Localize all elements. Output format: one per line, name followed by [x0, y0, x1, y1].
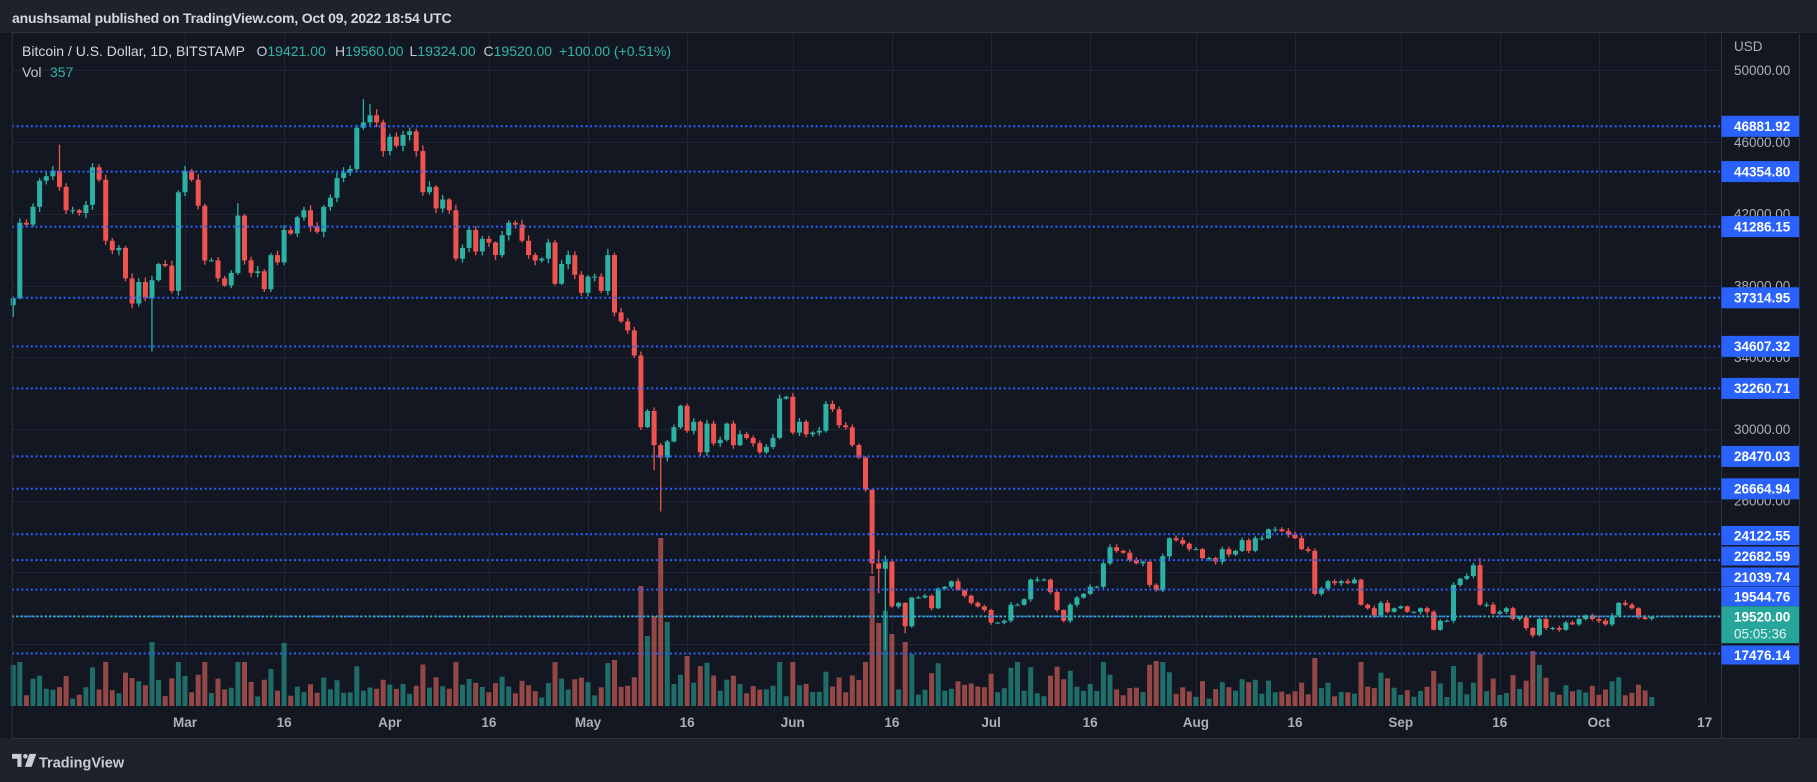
svg-text:26664.94: 26664.94 [1734, 482, 1791, 497]
svg-text:19544.76: 19544.76 [1734, 589, 1791, 604]
svg-text:Mar: Mar [173, 715, 198, 730]
svg-text:H19560.00: H19560.00 [335, 43, 404, 59]
svg-text:19520.00: 19520.00 [1734, 610, 1790, 625]
svg-text:22682.59: 22682.59 [1734, 549, 1790, 564]
svg-text:41286.15: 41286.15 [1734, 219, 1791, 234]
svg-text:28470.03: 28470.03 [1734, 449, 1791, 464]
svg-text:L19324.00: L19324.00 [410, 43, 476, 59]
svg-text:46881.92: 46881.92 [1734, 119, 1790, 134]
svg-text:Sep: Sep [1388, 715, 1413, 730]
svg-text:46000.00: 46000.00 [1734, 135, 1790, 150]
svg-text:16: 16 [1492, 715, 1508, 730]
svg-text:21039.74: 21039.74 [1734, 570, 1791, 585]
svg-text:17476.14: 17476.14 [1734, 648, 1791, 663]
svg-text:17: 17 [1697, 715, 1712, 730]
svg-text:37314.95: 37314.95 [1734, 291, 1791, 306]
svg-text:O19421.00: O19421.00 [257, 43, 326, 59]
svg-text:16: 16 [680, 715, 696, 730]
svg-text:Jun: Jun [781, 715, 805, 730]
svg-text:Apr: Apr [378, 715, 402, 730]
svg-text:Bitcoin / U.S. Dollar, 1D, BIT: Bitcoin / U.S. Dollar, 1D, BITSTAMP [22, 43, 245, 59]
svg-text:50000.00: 50000.00 [1734, 63, 1790, 78]
svg-text:TradingView: TradingView [39, 756, 125, 772]
svg-text:Vol: Vol [22, 64, 41, 80]
svg-text:+100.00 (+0.51%): +100.00 (+0.51%) [559, 43, 671, 59]
svg-text:44354.80: 44354.80 [1734, 164, 1790, 179]
svg-text:34607.32: 34607.32 [1734, 339, 1790, 354]
svg-text:357: 357 [50, 64, 74, 80]
svg-text:16: 16 [884, 715, 900, 730]
svg-text:Jul: Jul [981, 715, 1001, 730]
svg-text:May: May [575, 715, 602, 730]
svg-text:C19520.00: C19520.00 [484, 43, 553, 59]
svg-text:32260.71: 32260.71 [1734, 381, 1791, 396]
svg-text:Aug: Aug [1183, 715, 1209, 730]
svg-text:24122.55: 24122.55 [1734, 528, 1791, 543]
svg-text:30000.00: 30000.00 [1734, 422, 1790, 437]
svg-text:anushsamal published on Tradin: anushsamal published on TradingView.com,… [12, 10, 452, 26]
svg-text:Oct: Oct [1588, 715, 1611, 730]
svg-text:05:05:36: 05:05:36 [1734, 626, 1787, 641]
svg-text:16: 16 [481, 715, 497, 730]
svg-text:16: 16 [277, 715, 293, 730]
svg-text:USD: USD [1734, 39, 1763, 54]
svg-text:16: 16 [1287, 715, 1303, 730]
svg-text:16: 16 [1083, 715, 1099, 730]
